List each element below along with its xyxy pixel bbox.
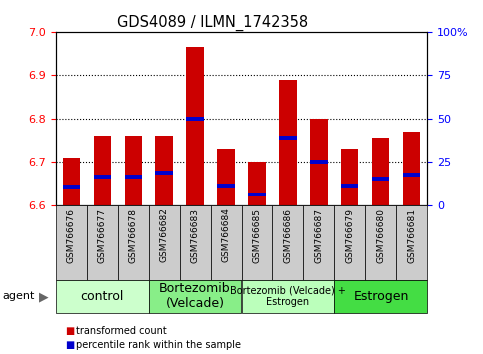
Text: GSM766683: GSM766683 xyxy=(190,207,199,263)
Bar xyxy=(397,205,427,280)
Text: ■: ■ xyxy=(65,340,74,350)
Text: GSM766682: GSM766682 xyxy=(159,207,169,262)
Text: Estrogen: Estrogen xyxy=(353,290,409,303)
Bar xyxy=(186,116,203,121)
Bar xyxy=(117,205,149,280)
Text: GSM766687: GSM766687 xyxy=(314,207,324,263)
Bar xyxy=(242,205,272,280)
Bar xyxy=(272,205,303,280)
Bar xyxy=(156,171,172,175)
Text: Bortezomib
(Velcade): Bortezomib (Velcade) xyxy=(159,282,231,310)
Text: transformed count: transformed count xyxy=(76,326,167,336)
Bar xyxy=(56,205,86,280)
Bar xyxy=(311,119,327,205)
Text: percentile rank within the sample: percentile rank within the sample xyxy=(76,340,242,350)
Bar xyxy=(366,205,397,280)
Bar xyxy=(125,136,142,205)
Bar xyxy=(62,158,80,205)
Text: GSM766678: GSM766678 xyxy=(128,207,138,263)
Text: GDS4089 / ILMN_1742358: GDS4089 / ILMN_1742358 xyxy=(117,15,308,31)
Bar xyxy=(56,280,149,313)
Text: ■: ■ xyxy=(65,326,74,336)
Bar xyxy=(248,193,266,196)
Text: GSM766681: GSM766681 xyxy=(408,207,416,263)
Bar xyxy=(217,149,235,205)
Bar xyxy=(341,149,358,205)
Bar xyxy=(180,205,211,280)
Bar xyxy=(156,136,172,205)
Bar xyxy=(149,280,242,313)
Bar xyxy=(280,136,297,140)
Bar xyxy=(334,280,427,313)
Bar xyxy=(311,160,327,164)
Bar xyxy=(403,132,421,205)
Text: Bortezomib (Velcade) +
Estrogen: Bortezomib (Velcade) + Estrogen xyxy=(230,286,346,307)
Bar xyxy=(334,205,366,280)
Text: GSM766686: GSM766686 xyxy=(284,207,293,263)
Bar xyxy=(248,162,266,205)
Text: GSM766676: GSM766676 xyxy=(67,207,75,263)
Bar xyxy=(94,175,111,179)
Bar xyxy=(372,177,389,181)
Bar xyxy=(86,205,117,280)
Text: GSM766684: GSM766684 xyxy=(222,207,230,262)
Text: control: control xyxy=(80,290,124,303)
Bar xyxy=(280,80,297,205)
Bar xyxy=(211,205,242,280)
Bar xyxy=(125,175,142,179)
Bar xyxy=(217,184,235,188)
Bar xyxy=(303,205,334,280)
Bar xyxy=(372,138,389,205)
Text: GSM766680: GSM766680 xyxy=(376,207,385,263)
Bar xyxy=(186,47,203,205)
Bar xyxy=(62,185,80,189)
Text: agent: agent xyxy=(2,291,35,302)
Bar xyxy=(149,205,180,280)
Text: GSM766677: GSM766677 xyxy=(98,207,107,263)
Text: GSM766685: GSM766685 xyxy=(253,207,261,263)
Bar xyxy=(242,280,334,313)
Bar xyxy=(94,136,111,205)
Bar xyxy=(341,184,358,188)
Bar xyxy=(403,173,421,177)
Text: GSM766679: GSM766679 xyxy=(345,207,355,263)
Text: ▶: ▶ xyxy=(39,290,48,303)
